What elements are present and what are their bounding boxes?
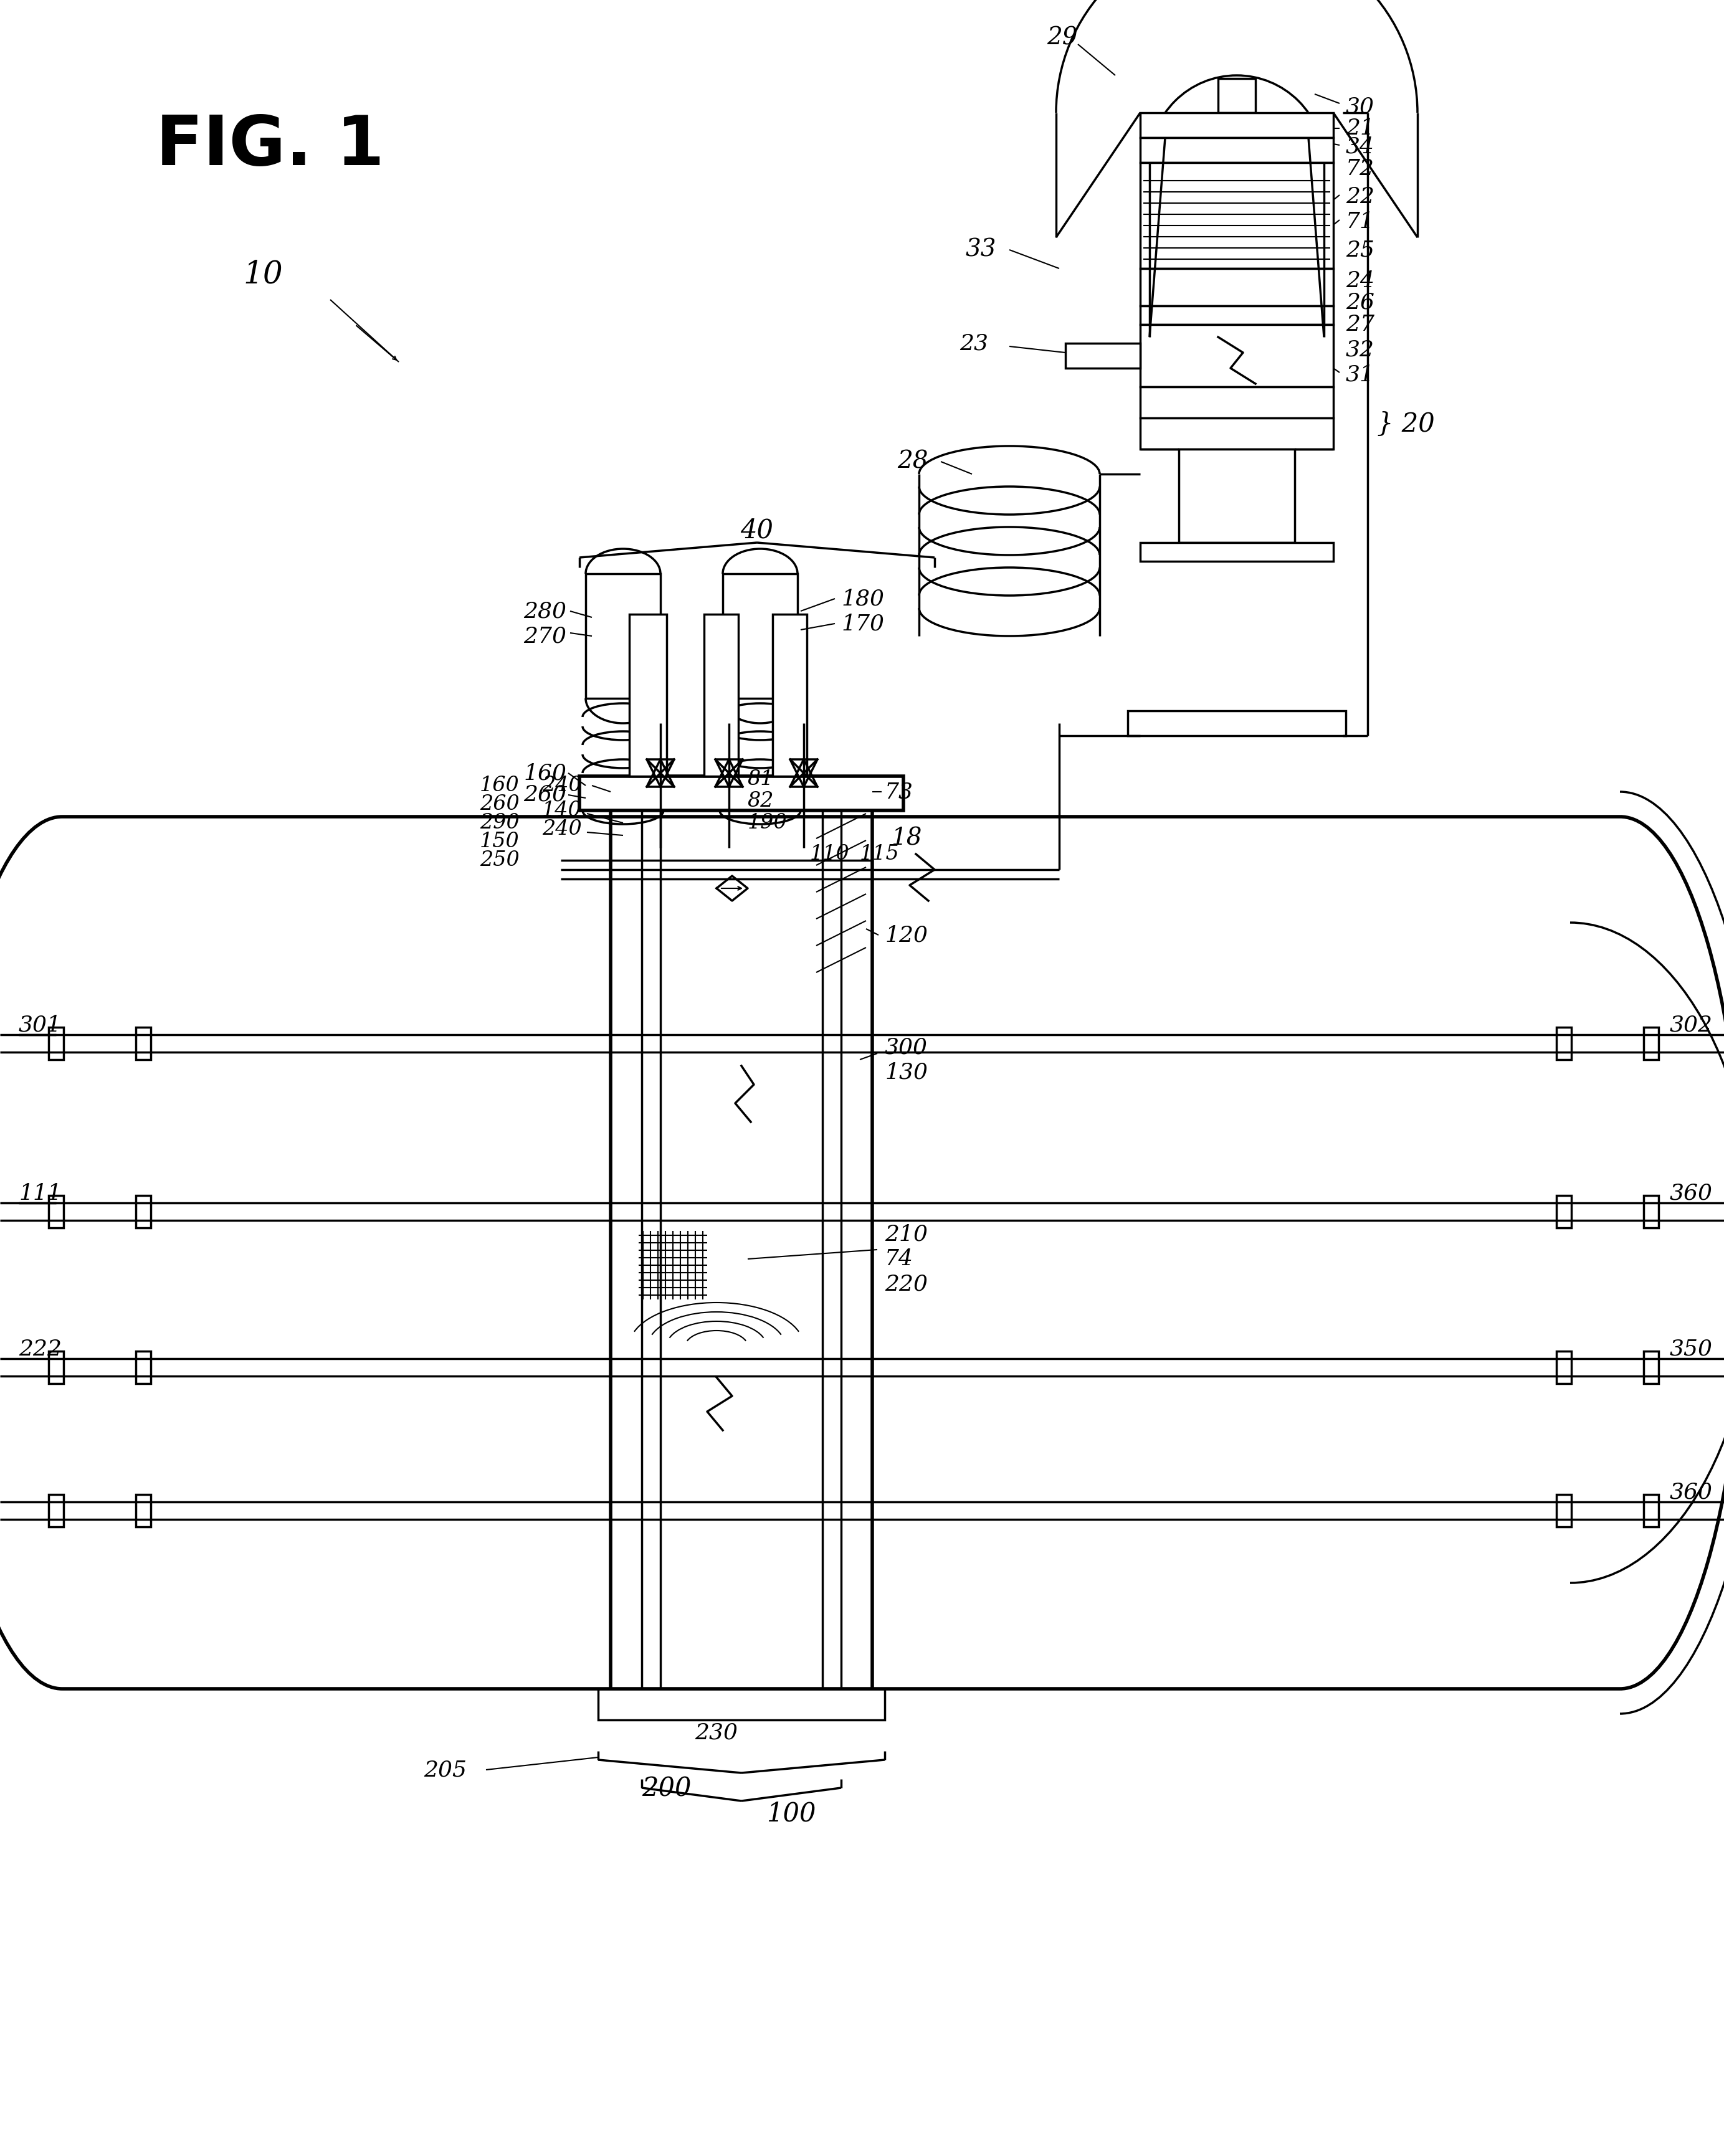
Text: 180: 180	[841, 589, 884, 610]
Bar	[1643, 1352, 1658, 1384]
Text: 200: 200	[641, 1774, 691, 1802]
Text: 250: 250	[479, 849, 519, 871]
Bar	[1219, 78, 1255, 112]
Text: 27: 27	[1346, 315, 1374, 334]
Text: 23: 23	[960, 332, 988, 354]
Bar	[48, 1494, 64, 1526]
Bar	[722, 573, 798, 699]
Text: 73: 73	[884, 780, 914, 802]
Text: FIG. 1: FIG. 1	[155, 112, 384, 179]
Bar	[1557, 1194, 1571, 1227]
Bar	[136, 1194, 150, 1227]
Text: 74: 74	[884, 1248, 914, 1270]
Text: 350: 350	[1671, 1339, 1712, 1360]
Text: 24: 24	[1346, 270, 1374, 291]
Text: 302: 302	[1671, 1015, 1712, 1035]
Text: 130: 130	[884, 1061, 928, 1082]
Text: 26: 26	[1346, 293, 1374, 313]
Text: 160: 160	[524, 763, 567, 783]
Text: 111: 111	[19, 1184, 62, 1205]
Text: 150: 150	[479, 832, 519, 852]
Text: 115: 115	[860, 845, 900, 865]
Text: 22: 22	[1346, 185, 1374, 207]
Text: 170: 170	[841, 612, 884, 634]
Text: 100: 100	[767, 1800, 815, 1826]
Bar	[579, 776, 903, 811]
Text: 10: 10	[243, 259, 283, 291]
Text: 360: 360	[1671, 1481, 1712, 1503]
Bar	[136, 1352, 150, 1384]
Bar	[1140, 270, 1333, 306]
Text: 25: 25	[1346, 239, 1374, 261]
Bar	[1643, 1026, 1658, 1059]
Bar	[1557, 1352, 1571, 1384]
Text: 360: 360	[1671, 1184, 1712, 1205]
Text: 230: 230	[695, 1723, 738, 1742]
Text: 31: 31	[1346, 364, 1374, 386]
Text: 110: 110	[810, 845, 850, 865]
Bar	[586, 573, 660, 699]
Bar	[1557, 1494, 1571, 1526]
Text: 280: 280	[524, 602, 567, 621]
Text: 220: 220	[884, 1274, 928, 1294]
Text: 240: 240	[541, 776, 581, 796]
Bar	[1643, 1194, 1658, 1227]
Bar	[1140, 326, 1333, 386]
Text: 33: 33	[965, 239, 996, 261]
Bar	[1065, 343, 1140, 369]
Bar	[1140, 138, 1333, 162]
Text: 29: 29	[1046, 26, 1078, 50]
Text: 190: 190	[748, 813, 788, 832]
Text: 240: 240	[541, 819, 581, 839]
Bar	[136, 1494, 150, 1526]
Text: 71: 71	[1346, 211, 1374, 233]
Bar	[1140, 306, 1333, 326]
Bar	[1140, 112, 1333, 138]
Bar	[1140, 543, 1333, 561]
Text: 270: 270	[524, 625, 567, 647]
Bar	[1140, 162, 1333, 270]
Text: 300: 300	[884, 1037, 928, 1059]
Text: 34: 34	[1346, 136, 1374, 157]
Bar	[598, 1688, 884, 1720]
Text: 120: 120	[884, 925, 928, 946]
Bar	[703, 614, 738, 776]
Text: } 20: } 20	[1377, 412, 1434, 438]
Text: 72: 72	[1346, 157, 1374, 179]
Bar	[1140, 386, 1333, 418]
Text: 260: 260	[479, 793, 519, 815]
Bar	[1179, 448, 1295, 543]
Bar	[1643, 1494, 1658, 1526]
Bar	[48, 1194, 64, 1227]
Text: 301: 301	[19, 1015, 62, 1035]
Bar	[772, 614, 807, 776]
Text: 210: 210	[884, 1222, 928, 1244]
Bar	[1140, 418, 1333, 448]
Bar	[48, 1352, 64, 1384]
Text: 222: 222	[19, 1339, 62, 1360]
Text: 205: 205	[424, 1759, 467, 1781]
Bar	[1127, 711, 1346, 735]
Text: 18: 18	[891, 828, 922, 849]
Bar	[629, 614, 667, 776]
Text: 260: 260	[524, 785, 567, 806]
Text: 82: 82	[748, 791, 774, 811]
Bar	[136, 1026, 150, 1059]
Text: 40: 40	[741, 517, 774, 543]
Bar	[1557, 1026, 1571, 1059]
Text: 81: 81	[748, 770, 774, 789]
Text: 160: 160	[479, 776, 519, 796]
Bar	[48, 1026, 64, 1059]
Text: 30: 30	[1346, 95, 1374, 116]
Text: 32: 32	[1346, 338, 1374, 360]
Text: 140: 140	[541, 800, 581, 821]
Text: 21: 21	[1346, 119, 1374, 138]
Text: 290: 290	[479, 813, 519, 832]
Text: 28: 28	[896, 451, 928, 472]
